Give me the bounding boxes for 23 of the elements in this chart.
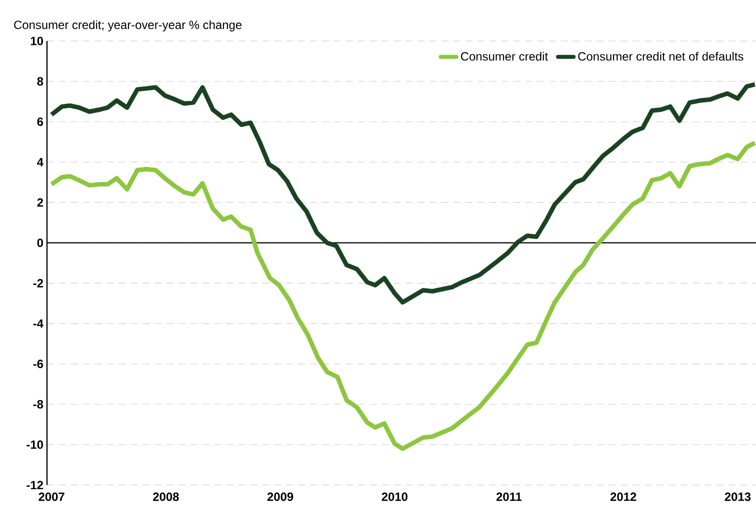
x-tick-label: 2008: [153, 492, 179, 501]
y-tick-label: -6: [33, 360, 44, 368]
x-tick-label: 2013: [724, 492, 751, 501]
y-axis-title: Consumer credit; year-over-year % change: [14, 20, 242, 32]
y-tick-label: -12: [26, 480, 43, 490]
y-tick-label: 4: [37, 158, 44, 166]
y-tick-label: 0: [37, 238, 43, 248]
y-tick-label: -10: [26, 440, 43, 449]
y-tick-label: 10: [30, 36, 43, 46]
legend-label: Consumer credit: [460, 52, 548, 61]
y-tick-label: -8: [33, 400, 44, 408]
y-tick-label: 8: [37, 77, 44, 86]
x-tick-label: 2012: [610, 492, 636, 501]
y-tick-label: -2: [33, 279, 44, 288]
y-tick-label: -4: [33, 319, 44, 328]
x-tick-label: 2011: [496, 492, 522, 501]
x-tick-label: 2009: [267, 492, 294, 501]
legend-label: Consumer credit net of defaults: [578, 52, 744, 61]
x-tick-label: 2007: [38, 492, 64, 501]
y-tick-label: 2: [37, 198, 44, 207]
line-series: [49, 82, 756, 305]
y-tick-label: 6: [37, 117, 44, 126]
x-tick-label: 2010: [382, 492, 408, 501]
